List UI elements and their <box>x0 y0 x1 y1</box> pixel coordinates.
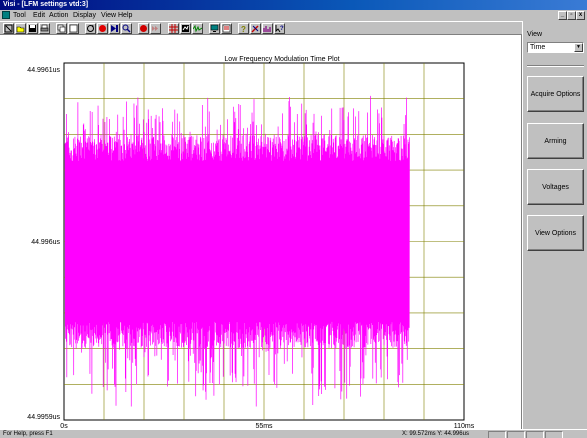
view-select-value: Time <box>530 43 545 52</box>
help-button[interactable]: ? <box>238 23 249 34</box>
fast-forward-icon <box>151 24 160 33</box>
cursor-button[interactable] <box>180 23 191 34</box>
chevron-down-icon[interactable]: ▼ <box>574 43 583 52</box>
right-panel: View Time ▼ Acquire Options Arming Volta… <box>522 21 587 438</box>
title-bar: Visi - [LFM settings vtd:3] <box>0 0 587 10</box>
print-button[interactable] <box>39 23 50 34</box>
status-pane-4 <box>545 431 563 438</box>
status-bar: For Help, press F1 X: 99.572ms Y: 44.996… <box>0 429 587 438</box>
view-options-button[interactable]: View Options <box>527 215 584 251</box>
save-button[interactable] <box>27 23 38 34</box>
view-label: View <box>527 31 542 38</box>
arming-button[interactable]: Arming <box>527 123 584 159</box>
window-title: Visi - [LFM settings vtd:3] <box>3 0 88 10</box>
record-icon <box>98 24 107 33</box>
minimize-button[interactable]: _ <box>558 11 567 20</box>
waveform-icon <box>193 24 202 33</box>
acquire-options-button[interactable]: Acquire Options <box>527 76 584 112</box>
svg-text:?: ? <box>241 25 246 33</box>
copy-button[interactable] <box>56 23 67 34</box>
waveform-button[interactable] <box>192 23 203 34</box>
status-pane-3 <box>526 431 544 438</box>
fast-forward-button[interactable] <box>150 23 161 34</box>
context-help-button[interactable]: ? <box>274 23 285 34</box>
menu-view[interactable]: View <box>101 10 116 21</box>
loop-button[interactable] <box>85 23 96 34</box>
menu-edit[interactable]: Edit <box>33 10 45 21</box>
zoom-fit-icon <box>4 24 13 33</box>
save-icon <box>28 24 37 33</box>
record-button[interactable] <box>97 23 108 34</box>
grid-icon <box>169 24 178 33</box>
status-pane-2 <box>507 431 525 438</box>
open-icon <box>16 24 25 33</box>
play-step-button[interactable] <box>109 23 120 34</box>
app-icon[interactable] <box>2 11 10 19</box>
monitor-icon <box>210 24 219 33</box>
close-button[interactable]: x <box>576 11 585 20</box>
loop-icon <box>86 24 95 33</box>
menu-bar: Tool Edit Action Display View Help _ ▫ x <box>0 10 587 21</box>
svg-text:?: ? <box>280 26 284 32</box>
y-axis-labels: 44.9961us 44.996us 44.9959us <box>27 67 60 421</box>
plot-area[interactable]: Low Frequency Modulation Time Plot 44.99… <box>0 35 522 438</box>
copy-icon <box>57 24 66 33</box>
cursor-readout: X: 99.572ms Y: 44.996us <box>402 430 469 438</box>
menu-action[interactable]: Action <box>49 10 68 21</box>
data-button[interactable] <box>221 23 232 34</box>
print-icon <box>40 24 49 33</box>
blank-button[interactable] <box>68 23 79 34</box>
blank-icon <box>69 24 78 33</box>
grid-button[interactable] <box>168 23 179 34</box>
open-button[interactable] <box>15 23 26 34</box>
cursor-icon <box>181 24 190 33</box>
monitor-button[interactable] <box>209 23 220 34</box>
menu-display[interactable]: Display <box>73 10 96 21</box>
zoom-fit-button[interactable] <box>3 23 14 34</box>
search-button[interactable] <box>121 23 132 34</box>
y-tick-label-mid: 44.996us <box>31 239 60 246</box>
view-select[interactable]: Time ▼ <box>527 42 584 53</box>
time-plot-chart[interactable]: Low Frequency Modulation Time Plot 44.99… <box>0 35 521 429</box>
menu-help[interactable]: Help <box>118 10 132 21</box>
stop-button[interactable] <box>138 23 149 34</box>
tools-icon <box>251 24 260 33</box>
context-help-icon: ? <box>275 24 284 33</box>
status-pane-1 <box>488 431 506 438</box>
status-help-text: For Help, press F1 <box>3 430 53 438</box>
tools-button[interactable] <box>250 23 261 34</box>
stop-icon <box>139 24 148 33</box>
data-icon <box>222 24 231 33</box>
y-tick-label-top: 44.9961us <box>27 67 60 74</box>
toolbar: ? ? <box>0 21 522 35</box>
help-icon: ? <box>239 24 248 33</box>
mdi-controls: _ ▫ x <box>558 11 585 20</box>
restore-button[interactable]: ▫ <box>567 11 576 20</box>
plot-title: Low Frequency Modulation Time Plot <box>224 56 339 63</box>
menu-tool[interactable]: Tool <box>13 10 26 21</box>
statistics-button[interactable] <box>262 23 273 34</box>
y-tick-label-bottom: 44.9959us <box>27 414 60 421</box>
voltages-button[interactable]: Voltages <box>527 169 584 205</box>
search-icon <box>122 24 131 33</box>
play-step-icon <box>110 24 119 33</box>
statistics-icon <box>263 24 272 33</box>
separator <box>527 65 584 67</box>
